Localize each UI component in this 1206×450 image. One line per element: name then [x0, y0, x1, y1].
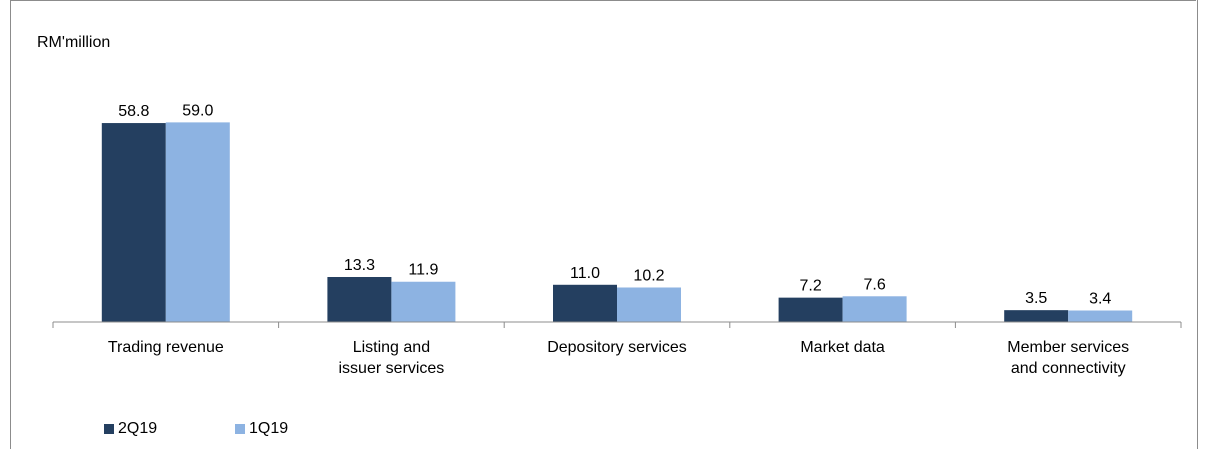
- bar-2q19-0: [101, 123, 166, 322]
- data-label-2q19-4: 3.5: [1025, 290, 1047, 307]
- data-label-2q19-2: 11.0: [570, 265, 600, 282]
- x-tick-label-1-1: issuer services: [338, 360, 444, 377]
- bar-1q19-3: [842, 296, 907, 322]
- legend-item-2q19: 2Q19: [104, 420, 157, 438]
- x-tick-label-2-0: Depository services: [547, 339, 687, 356]
- x-tick-label-1-0: Listing and: [353, 339, 430, 356]
- bar-1q19-0: [165, 122, 230, 322]
- data-label-1q19-0: 59.0: [182, 102, 213, 119]
- legend-label-1q19: 1Q19: [249, 420, 289, 437]
- bar-1q19-4: [1068, 310, 1133, 322]
- bar-2q19-4: [1004, 310, 1069, 322]
- legend-swatch-1q19: [235, 424, 245, 434]
- bar-2q19-1: [327, 277, 392, 322]
- y-axis-unit-label: RM'million: [37, 34, 111, 51]
- x-tick-label-0-0: Trading revenue: [108, 339, 224, 356]
- legend-label-2q19: 2Q19: [118, 420, 158, 437]
- data-label-1q19-3: 7.6: [863, 276, 885, 293]
- data-label-1q19-4: 3.4: [1089, 290, 1111, 307]
- chart-frame: [10, 0, 1198, 449]
- x-tick-label-4-0: Member services: [1007, 339, 1129, 356]
- data-label-1q19-2: 10.2: [633, 267, 664, 284]
- x-tick-label-4-1: and connectivity: [1011, 360, 1126, 377]
- bar-1q19-2: [617, 287, 681, 322]
- bar-2q19-2: [553, 284, 617, 322]
- data-label-2q19-3: 7.2: [799, 278, 821, 295]
- legend-item-1q19: 1Q19: [235, 420, 288, 438]
- bar-2q19-3: [778, 297, 843, 322]
- data-label-2q19-0: 58.8: [118, 103, 149, 120]
- data-label-2q19-1: 13.3: [344, 257, 375, 274]
- data-label-1q19-1: 11.9: [408, 262, 438, 279]
- bar-1q19-1: [391, 281, 456, 322]
- legend-swatch-2q19: [104, 424, 114, 434]
- chart-border-top: [10, 0, 1196, 1]
- x-tick-label-3-0: Market data: [800, 339, 885, 356]
